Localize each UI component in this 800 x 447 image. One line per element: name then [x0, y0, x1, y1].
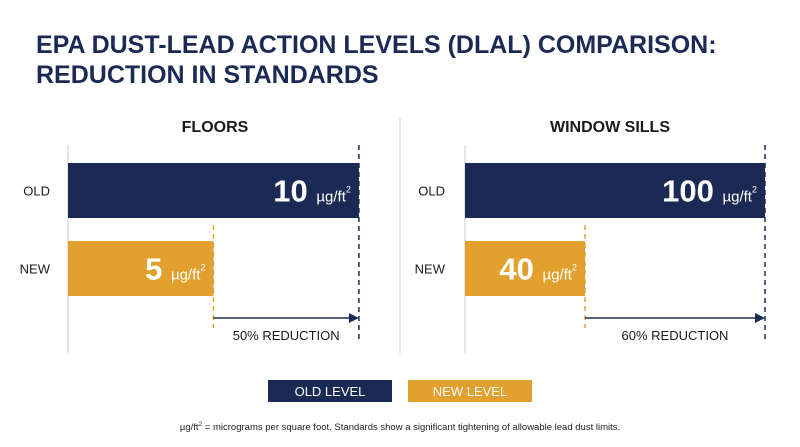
- legend-old-label: OLD LEVEL: [294, 383, 366, 399]
- footnote: µg/ft2 = micrograms per square foot. Sta…: [0, 421, 800, 433]
- bar-new: [68, 241, 214, 296]
- data-label: 10 µg/ft2: [273, 174, 351, 209]
- category-label: OLD: [418, 184, 445, 199]
- data-label-value: 40: [499, 252, 542, 287]
- legend-new-label: NEW LEVEL: [432, 383, 508, 399]
- footnote-unit-sup: 2: [198, 421, 203, 428]
- data-label: 5 µg/ft2: [145, 252, 205, 287]
- chart-title: EPA DUST-LEAD ACTION LEVELS (DLAL) COMPA…: [36, 30, 756, 90]
- panel-title: FLOORS: [182, 119, 249, 136]
- data-label-value: 10: [273, 174, 316, 209]
- reduction-annotation: 50% REDUCTION: [233, 328, 340, 343]
- data-label-value: 100: [662, 174, 722, 209]
- data-label-unit: µg/ft: [722, 189, 752, 206]
- data-label: 40 µg/ft2: [499, 252, 577, 287]
- data-label-unit: µg/ft: [171, 267, 201, 284]
- legend-old-level: OLD LEVEL: [268, 380, 392, 402]
- footnote-text: = micrograms per square foot. Standards …: [202, 422, 621, 434]
- panel-title: WINDOW SILLS: [550, 119, 670, 136]
- data-label-value: 5: [145, 252, 171, 287]
- data-label-unit: µg/ft: [542, 267, 572, 284]
- category-label: NEW: [20, 262, 51, 277]
- bar-old: [68, 163, 359, 218]
- title-line-2: REDUCTION IN STANDARDS: [36, 61, 379, 89]
- data-label-unit: µg/ft: [316, 189, 346, 206]
- bar-new: [465, 241, 585, 296]
- bar-old: [465, 163, 765, 218]
- data-label-unit-sup: 2: [200, 263, 205, 273]
- legend-new-level: NEW LEVEL: [408, 380, 532, 402]
- data-label: 100 µg/ft2: [662, 174, 757, 209]
- footnote-unit: µg/ft: [179, 422, 199, 434]
- category-label: NEW: [415, 262, 446, 277]
- data-label-unit-sup: 2: [572, 263, 577, 273]
- data-label-unit-sup: 2: [346, 185, 351, 195]
- category-label: OLD: [23, 184, 50, 199]
- title-line-1: EPA DUST-LEAD ACTION LEVELS (DLAL) COMPA…: [36, 31, 717, 59]
- reduction-arrow-head: [755, 313, 765, 323]
- reduction-annotation: 60% REDUCTION: [622, 328, 729, 343]
- reduction-arrow-head: [348, 313, 359, 323]
- data-label-unit-sup: 2: [752, 185, 757, 195]
